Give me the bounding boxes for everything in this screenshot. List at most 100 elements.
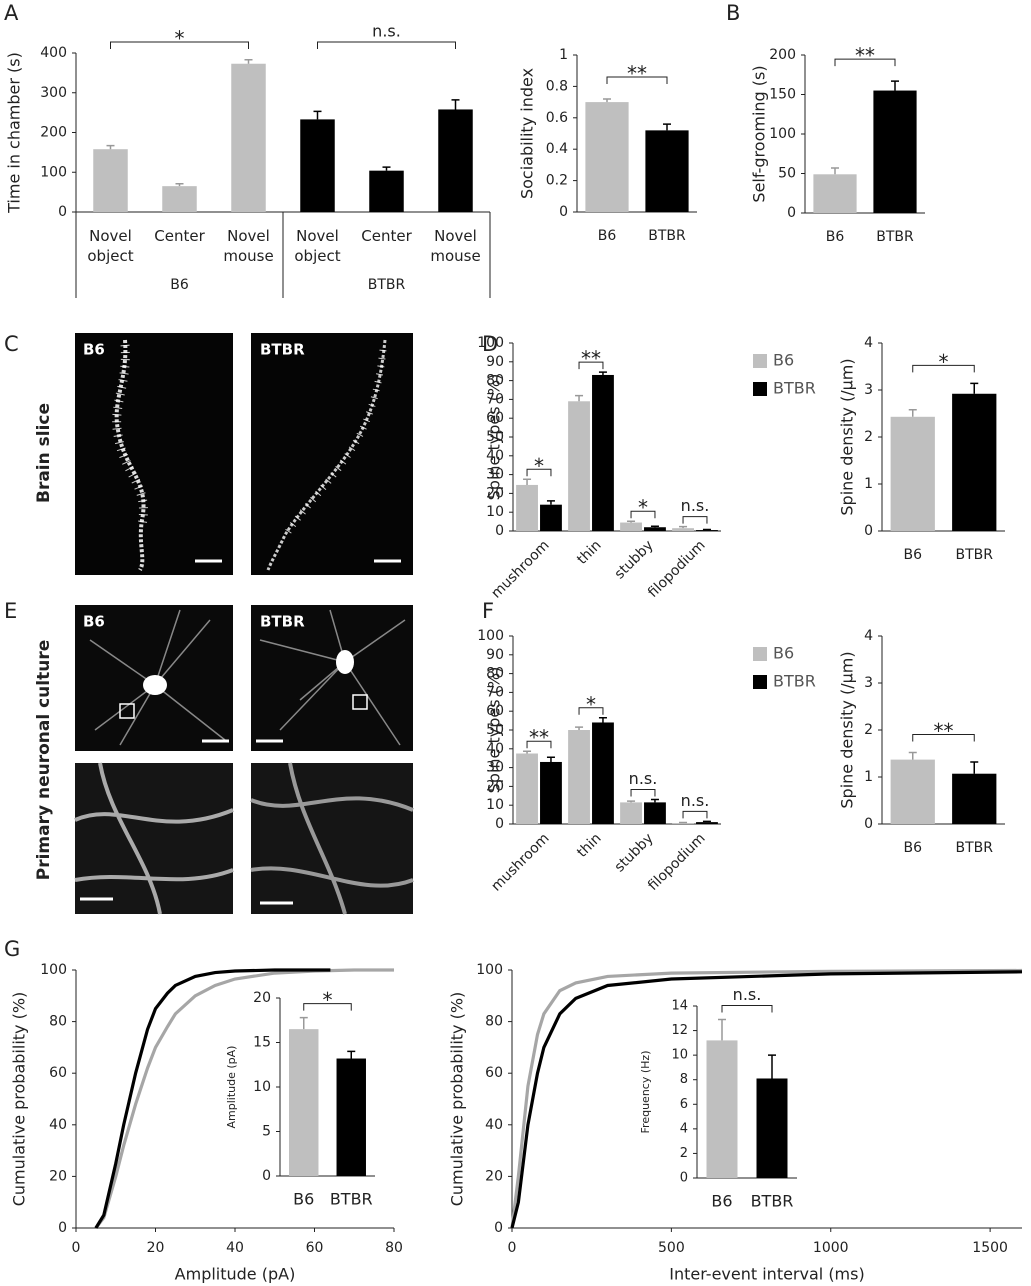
y-tick-label: 200 — [40, 125, 67, 141]
bar — [645, 130, 689, 212]
x-tick-label: stubby — [612, 537, 657, 582]
y-tick-label: 30 — [486, 467, 504, 483]
significance-label: ** — [855, 44, 875, 68]
y-tick-label: 0 — [58, 1220, 67, 1236]
significance-bracket — [682, 516, 708, 524]
bar — [162, 186, 197, 212]
y-tick-label: 0.4 — [546, 141, 568, 157]
y-tick-label: 0 — [559, 204, 568, 220]
error-bar — [598, 717, 607, 723]
error-bar — [679, 525, 688, 529]
x-tick-label: mushroom — [488, 537, 552, 601]
bar — [585, 102, 629, 212]
image-label: B6 — [83, 613, 105, 631]
error-bar — [603, 98, 611, 103]
y-tick-label: 300 — [40, 85, 67, 101]
row-label: Brain slice — [34, 403, 54, 503]
y-tick-label: 2 — [680, 1146, 688, 1161]
bar — [644, 802, 666, 824]
y-tick-label: 4 — [864, 628, 873, 644]
y-tick-label: 10 — [671, 1048, 688, 1063]
y-tick-label: 100 — [769, 126, 796, 142]
error-bar — [650, 798, 659, 803]
significance-bracket — [317, 41, 456, 49]
x-tick-label: Novel mouse — [223, 227, 273, 265]
y-tick-label: 40 — [49, 1117, 67, 1133]
error-bar — [575, 726, 584, 730]
y-tick-label: 60 — [49, 1065, 67, 1081]
significance-label: * — [939, 350, 949, 374]
y-axis-label: Amplitude (pA) — [225, 1046, 238, 1129]
bar — [231, 63, 266, 212]
error-bar — [627, 520, 636, 523]
y-axis-label: Self-grooming (s) — [750, 65, 769, 202]
y-tick-label: 0.6 — [546, 110, 568, 126]
cdf-line — [94, 968, 394, 1229]
error-bar — [299, 1016, 308, 1030]
x-tick-label: 0 — [72, 1240, 81, 1256]
y-tick-label: 100 — [477, 628, 504, 644]
error-bar — [768, 1054, 776, 1079]
error-bar — [382, 166, 391, 171]
x-tick-label: mushroom — [488, 830, 552, 894]
image-label: BTBR — [260, 341, 305, 359]
y-tick-label: 1 — [559, 47, 568, 63]
cdf-line — [510, 970, 1023, 1229]
x-axis-label: Amplitude (pA) — [175, 1265, 296, 1284]
significance-label: ** — [529, 726, 549, 750]
y-tick-label: 60 — [486, 703, 504, 719]
x-tick-label: 1500 — [972, 1240, 1008, 1256]
y-axis-label: Cumulative probability (%) — [10, 992, 29, 1207]
y-tick-label: 100 — [477, 335, 504, 351]
x-tick-label: 500 — [658, 1240, 685, 1256]
y-axis-label: Sociability index — [518, 68, 537, 199]
legend-swatch — [753, 675, 767, 689]
group-label: BTBR — [368, 277, 406, 293]
x-tick-label: 0 — [508, 1240, 517, 1256]
x-tick-label: 60 — [306, 1240, 324, 1256]
significance-bracket — [721, 1005, 773, 1013]
significance-label: * — [586, 692, 596, 716]
y-tick-label: 6 — [680, 1097, 688, 1112]
significance-label: ** — [627, 61, 647, 85]
error-bar — [546, 756, 555, 762]
error-bar — [523, 478, 532, 485]
bar — [644, 527, 666, 531]
x-tick-label: 20 — [147, 1240, 165, 1256]
cdf-line — [94, 968, 331, 1229]
bar — [516, 753, 538, 824]
y-tick-label: 20 — [486, 778, 504, 794]
x-axis-label: Inter-event interval (ms) — [669, 1265, 864, 1284]
error-bar — [451, 99, 460, 110]
y-tick-label: 0 — [262, 1168, 271, 1184]
y-tick-label: 40 — [485, 1117, 503, 1133]
significance-label: * — [638, 496, 648, 520]
error-bar — [313, 110, 322, 120]
panel-letter: C — [4, 332, 19, 356]
image-label: B6 — [83, 341, 105, 359]
bar — [438, 109, 473, 212]
y-tick-label: 0 — [495, 523, 504, 539]
panel-letter: F — [482, 599, 494, 623]
bar — [952, 773, 997, 824]
y-tick-label: 15 — [253, 1035, 271, 1051]
y-tick-label: 50 — [486, 722, 504, 738]
x-tick-label: B6 — [903, 547, 922, 563]
panel-letter: B — [726, 1, 740, 25]
bar — [756, 1078, 788, 1178]
x-tick-label: BTBR — [751, 1192, 794, 1211]
y-tick-label: 20 — [486, 485, 504, 501]
y-tick-label: 70 — [486, 391, 504, 407]
error-bar — [598, 371, 607, 375]
significance-label: n.s. — [681, 791, 710, 810]
bar — [672, 823, 694, 824]
significance-label: ** — [934, 719, 954, 743]
y-tick-label: 200 — [769, 47, 796, 63]
error-bar — [575, 394, 584, 402]
significance-bracket — [110, 41, 249, 49]
x-tick-label: BTBR — [956, 547, 994, 563]
error-bar — [908, 408, 917, 417]
y-tick-label: 80 — [49, 1014, 67, 1030]
y-tick-label: 70 — [486, 684, 504, 700]
